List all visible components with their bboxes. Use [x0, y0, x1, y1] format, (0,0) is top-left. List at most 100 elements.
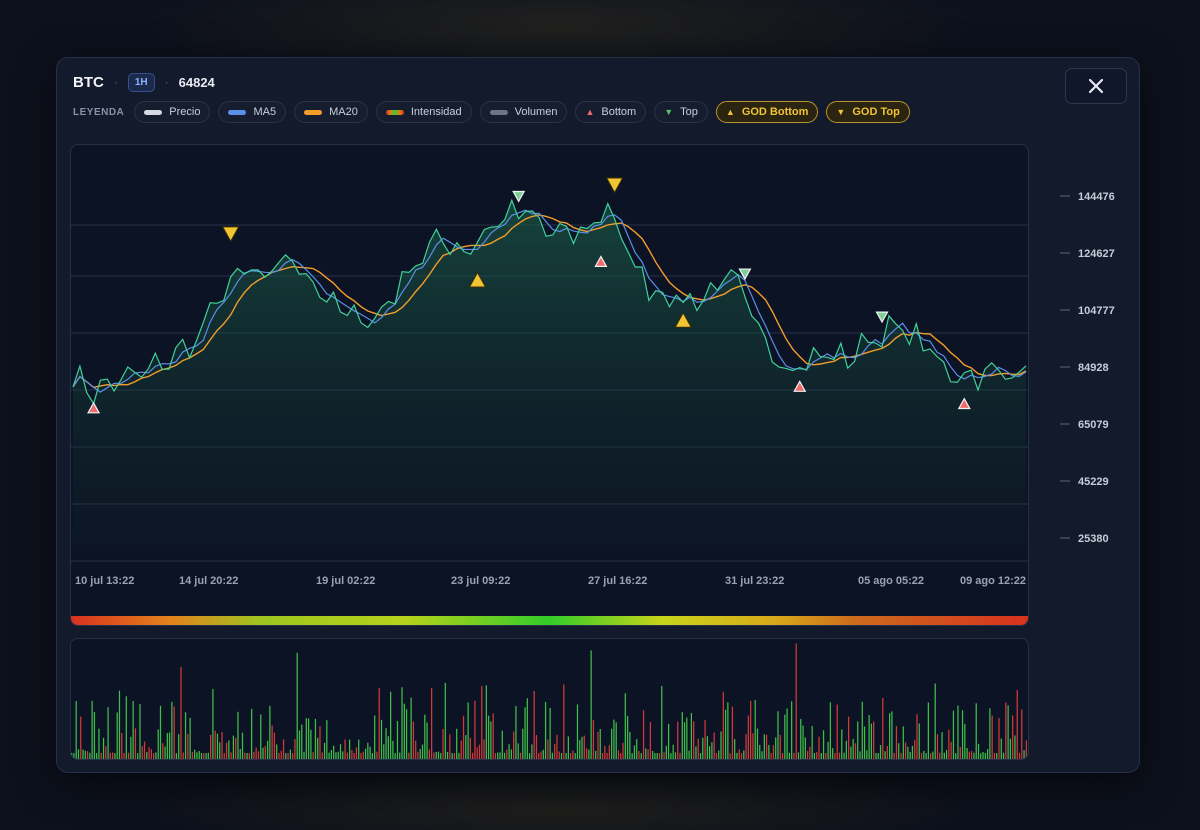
separator: · [113, 75, 118, 89]
volume-bar [123, 753, 125, 759]
bottom-marker-icon[interactable] [793, 380, 807, 392]
volume-bar [804, 737, 806, 759]
legend-chip-precio[interactable]: Precio [134, 101, 211, 123]
legend-title: LEYENDA [73, 106, 125, 118]
volume-bar [77, 749, 80, 759]
top-marker-icon[interactable] [738, 268, 752, 281]
volume-bar [838, 752, 841, 759]
volume-bar [549, 707, 551, 759]
top-marker-icon[interactable] [875, 311, 889, 324]
volume-bar [307, 718, 310, 759]
volume-bar [827, 741, 829, 759]
volume-bar [765, 734, 768, 759]
volume-bar [114, 753, 116, 759]
volume-bar [364, 748, 367, 759]
volume-bar [501, 730, 503, 759]
volume-bar [715, 753, 718, 759]
volume-bar [426, 722, 428, 759]
volume-bar [866, 750, 868, 759]
volume-bar [809, 746, 811, 759]
volume-bar [868, 715, 870, 759]
volume-bar [574, 753, 576, 759]
volume-bar [112, 752, 114, 759]
volume-bar [348, 739, 351, 759]
legend-chip-volumen[interactable]: Volumen [479, 101, 568, 123]
volume-bar [629, 731, 631, 759]
volume-bar [959, 747, 961, 759]
last-price: 64824 [178, 74, 215, 90]
volume-bar [369, 746, 371, 759]
god-top-marker-icon[interactable] [221, 226, 240, 243]
volume-bar [1021, 709, 1023, 759]
bottom-marker-icon[interactable] [87, 401, 101, 414]
volume-bar [200, 753, 203, 759]
volume-bar [638, 751, 640, 759]
volume-bar [378, 688, 380, 759]
volume-bar [91, 700, 93, 759]
volume-bar [950, 741, 952, 759]
volume-bar [661, 686, 663, 759]
volume-bar [754, 700, 756, 759]
y-tick-label: 124627 [1078, 248, 1115, 260]
legend-chip-god-bottom[interactable]: ▲ GOD Bottom [715, 101, 819, 123]
volume-chart-panel[interactable] [70, 638, 1029, 760]
volume-chart[interactable] [71, 639, 1028, 759]
volume-bar [230, 752, 232, 759]
volume-bar [850, 746, 852, 759]
god-top-marker-icon[interactable] [605, 177, 624, 194]
bottom-marker-icon[interactable] [957, 397, 971, 410]
god-bottom-marker-icon[interactable] [674, 311, 693, 328]
volume-bar [86, 751, 89, 759]
volume-bar [955, 753, 957, 759]
price-chart[interactable]: 10 jul 13:22 14 jul 20:22 19 jul 02:22 23 j… [71, 145, 1028, 625]
volume-bar [134, 728, 137, 759]
volume-bar [1023, 750, 1025, 759]
god-bottom-marker-icon[interactable] [468, 271, 487, 288]
legend-chip-top[interactable]: ▼ Top [654, 101, 708, 123]
volume-bar [695, 746, 697, 759]
y-tick-label: 25380 [1078, 533, 1109, 545]
volume-bar [945, 749, 948, 759]
volume-bar [565, 753, 567, 759]
legend-chip-intensidad[interactable]: Intensidad [375, 101, 472, 123]
volume-bar [781, 753, 784, 759]
close-button[interactable] [1065, 68, 1127, 104]
volume-bar [428, 749, 430, 759]
volume-bar [747, 715, 749, 759]
volume-bar [909, 752, 911, 759]
volume-bar [180, 667, 182, 759]
volume-bar [927, 702, 929, 759]
legend-chip-bottom[interactable]: ▲ Bottom [575, 101, 647, 123]
volume-bar [538, 753, 540, 759]
timeframe-badge[interactable]: 1H [127, 72, 155, 92]
top-marker-icon[interactable] [512, 190, 526, 203]
volume-bar [303, 751, 305, 759]
bottom-marker-icon[interactable] [594, 255, 608, 267]
volume-bar [116, 712, 118, 759]
volume-bar [289, 749, 291, 759]
volume-bar [109, 752, 111, 759]
volume-bar [442, 729, 444, 759]
volume-bar [499, 752, 501, 759]
volume-bar [141, 746, 143, 759]
volume-bar [800, 718, 802, 759]
legend-chip-ma5[interactable]: MA5 [218, 101, 287, 123]
volume-bar [654, 753, 656, 759]
triangle-up-icon: ▲ [725, 107, 735, 117]
volume-bar [292, 753, 294, 759]
volume-bar [989, 708, 991, 759]
volume-bar [752, 733, 754, 759]
volume-bar [567, 736, 569, 759]
volume-bar [153, 753, 155, 759]
x-tick-label: 05 ago 05:22 [858, 575, 924, 587]
legend-chip-ma20[interactable]: MA20 [294, 101, 368, 123]
volume-bar [918, 723, 920, 759]
volume-bar [335, 752, 337, 759]
price-chart-panel[interactable]: 10 jul 13:22 14 jul 20:22 19 jul 02:22 23 j… [70, 144, 1029, 626]
volume-bar [305, 718, 307, 759]
volume-bar [487, 715, 490, 759]
volume-bar [209, 734, 212, 759]
volume-bar [679, 752, 681, 759]
volume-bar [984, 753, 986, 759]
legend-chip-god-top[interactable]: ▼ GOD Top [826, 101, 910, 123]
